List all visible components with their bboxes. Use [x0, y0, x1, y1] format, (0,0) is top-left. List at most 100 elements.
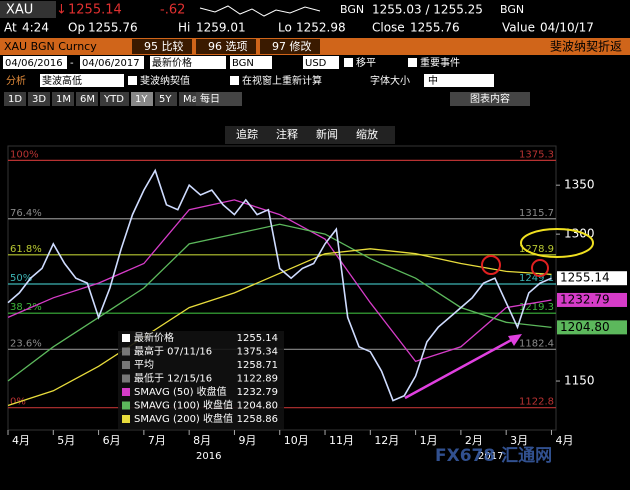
fib-values: 斐波纳契值: [140, 74, 190, 87]
period-button[interactable]: [131, 92, 153, 106]
legend-value: 1232.79: [237, 387, 278, 398]
start-date[interactable]: 04/06/2016: [5, 58, 63, 69]
period-label[interactable]: YTD: [103, 94, 124, 105]
pricing-source[interactable]: BGN: [232, 58, 254, 69]
checkbox[interactable]: [408, 58, 417, 67]
watermark: FX678 汇通网: [435, 446, 552, 466]
highlight-ellipse: [520, 228, 594, 258]
quote-row: At 4:24 Op 1255.76 Hi 1259.01 Lo 1252.98 Close 12…: [4, 21, 594, 35]
legend-marker: [122, 361, 130, 369]
highlight-circle: [531, 259, 549, 277]
fib-value: 1315.7: [519, 208, 554, 219]
input[interactable]: [80, 56, 144, 69]
year-label: 2016: [196, 451, 221, 462]
legend-marker: [122, 401, 130, 410]
value-box-label: 1255.14: [560, 271, 610, 285]
end-date[interactable]: 04/06/2017: [82, 58, 140, 69]
fib-label: 38.2%: [10, 302, 42, 313]
bid-ask: 1255.03 / 1255.25: [372, 3, 483, 17]
tool[interactable]: 新闻: [316, 127, 338, 141]
period-label[interactable]: 5Y: [159, 94, 172, 105]
ticker: XAU: [6, 3, 33, 18]
period-button[interactable]: [28, 92, 50, 106]
quote-label: Lo: [278, 21, 292, 35]
source: BGN: [500, 3, 524, 16]
security: XAU BGN Curncy: [4, 40, 97, 53]
x-tick-label: 10月: [284, 434, 309, 447]
period-label[interactable]: 1Y: [135, 94, 148, 105]
period-label[interactable]: Max: [183, 94, 204, 105]
dropdown[interactable]: [424, 74, 494, 87]
arrow: ↓: [56, 3, 67, 18]
legend-value: 1122.89: [237, 374, 278, 385]
quote-value: 1259.01: [196, 21, 246, 35]
study[interactable]: 斐波高低: [42, 74, 82, 87]
button[interactable]: [450, 92, 530, 106]
legend-value: 1204.80: [237, 401, 278, 412]
menu-button[interactable]: [132, 39, 192, 54]
font-size[interactable]: 中: [428, 74, 438, 87]
period-button[interactable]: [52, 92, 74, 106]
menu-button-label[interactable]: 96 选项: [208, 40, 248, 53]
quote-label: Op: [68, 21, 85, 35]
legend-label: 平均: [134, 359, 154, 371]
period-button[interactable]: [155, 92, 177, 106]
x-tick-label: 3月: [510, 434, 528, 447]
quote-value: 1252.98: [296, 21, 346, 35]
content[interactable]: 图表内容: [470, 92, 510, 105]
legend-label: 最高于 07/11/16: [134, 345, 212, 358]
checkbox[interactable]: [230, 76, 239, 85]
year-label: 2017: [478, 451, 503, 462]
toolbar: [225, 126, 395, 144]
checkbox[interactable]: [344, 58, 353, 67]
period-button[interactable]: [76, 92, 98, 106]
x-tick-label: 11月: [329, 434, 354, 447]
x-tick-label: 6月: [103, 434, 121, 447]
events: 重要事件: [420, 56, 460, 69]
field[interactable]: 最新价格: [152, 56, 192, 69]
period-label[interactable]: 6M: [80, 94, 95, 105]
menu-button-label[interactable]: 97 修改: [272, 39, 312, 53]
value-box-label: 1204.80: [560, 320, 610, 334]
period-button[interactable]: [100, 92, 129, 106]
tools: 追踪 注释 新闻 缩放: [236, 127, 378, 141]
frequency[interactable]: 每日: [200, 92, 220, 105]
currency[interactable]: USD: [305, 58, 327, 69]
input[interactable]: [230, 56, 272, 69]
menu-button[interactable]: [196, 39, 256, 54]
period-button[interactable]: [4, 92, 26, 106]
dropdown[interactable]: [40, 74, 124, 87]
x-tick-label: 1月: [420, 434, 438, 447]
input[interactable]: [3, 56, 67, 69]
x-tick-label: 5月: [57, 434, 75, 447]
menu-button[interactable]: [260, 39, 320, 54]
tool[interactable]: 缩放: [356, 127, 378, 141]
x-tick-label: 9月: [238, 434, 256, 447]
y-tick-label: 1150: [564, 374, 595, 388]
period-label[interactable]: 1D: [8, 94, 22, 105]
quote-value: 04/10/17: [540, 21, 594, 35]
y-tick-label: 1350: [564, 178, 595, 192]
fib-label: 23.6%: [10, 338, 42, 349]
ticker-box: [0, 1, 56, 18]
fib-value: 1249.1: [519, 273, 554, 284]
fib-value: 1182.4: [519, 338, 554, 349]
legend-marker: [122, 347, 130, 356]
fib-value: 1122.8: [519, 397, 554, 408]
recalc: 在视窗上重新计算: [242, 74, 322, 87]
tool[interactable]: 注释: [276, 127, 298, 141]
dropdown[interactable]: [303, 56, 339, 69]
checkbox[interactable]: [128, 76, 137, 85]
legend-marker: [122, 388, 130, 396]
tool[interactable]: 追踪: [236, 127, 258, 141]
dropdown[interactable]: [150, 56, 226, 69]
dropdown[interactable]: [196, 92, 242, 106]
period-label[interactable]: 3D: [32, 94, 46, 105]
quote-value: 1255.76: [88, 21, 138, 35]
menu-button-label[interactable]: 95 比较: [144, 39, 184, 53]
period-label[interactable]: 1M: [56, 94, 71, 105]
fib-value: 1219.3: [519, 302, 554, 313]
x-tick-label: 12月: [374, 434, 399, 447]
